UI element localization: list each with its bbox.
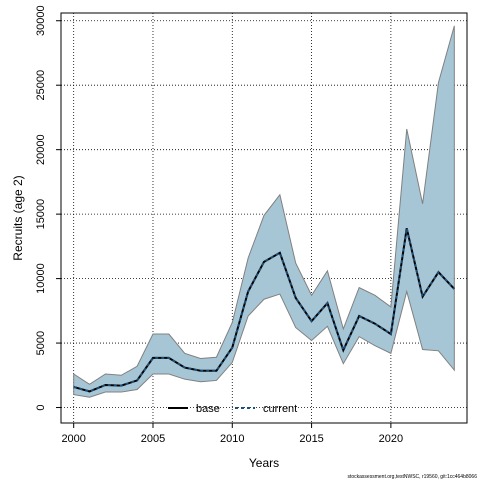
- grid: [61, 13, 467, 423]
- legend-label-current: current: [263, 403, 297, 415]
- y-axis: 0 5000 10000 15000 20000 25000 30000: [35, 5, 61, 411]
- x-tick-label: 2010: [220, 433, 244, 445]
- y-axis-title: Recruits (age 2): [11, 175, 25, 260]
- x-axis: 2000 2005 2010 2015 2020: [61, 423, 403, 445]
- x-tick-label: 2005: [141, 433, 165, 445]
- y-tick-label: 10000: [35, 263, 47, 294]
- y-tick-label: 15000: [35, 199, 47, 230]
- y-tick-label: 5000: [35, 331, 47, 355]
- y-tick-label: 0: [35, 404, 47, 410]
- x-tick-label: 2015: [299, 433, 323, 445]
- confidence-band: [73, 25, 455, 398]
- plot-frame: [60, 12, 468, 424]
- series-line-current: [73, 228, 456, 393]
- x-axis-title: Years: [249, 456, 279, 470]
- x-tick-label: 2000: [61, 433, 85, 445]
- y-tick-label: 20000: [35, 134, 47, 165]
- y-tick-label: 25000: [35, 70, 47, 101]
- legend: base current: [168, 403, 297, 415]
- x-tick-label: 2020: [379, 433, 403, 445]
- footer-text: stockassessment.org,testNWSC, r19560, gi…: [347, 474, 477, 480]
- legend-label-base: base: [196, 403, 220, 415]
- y-tick-label: 30000: [35, 5, 47, 36]
